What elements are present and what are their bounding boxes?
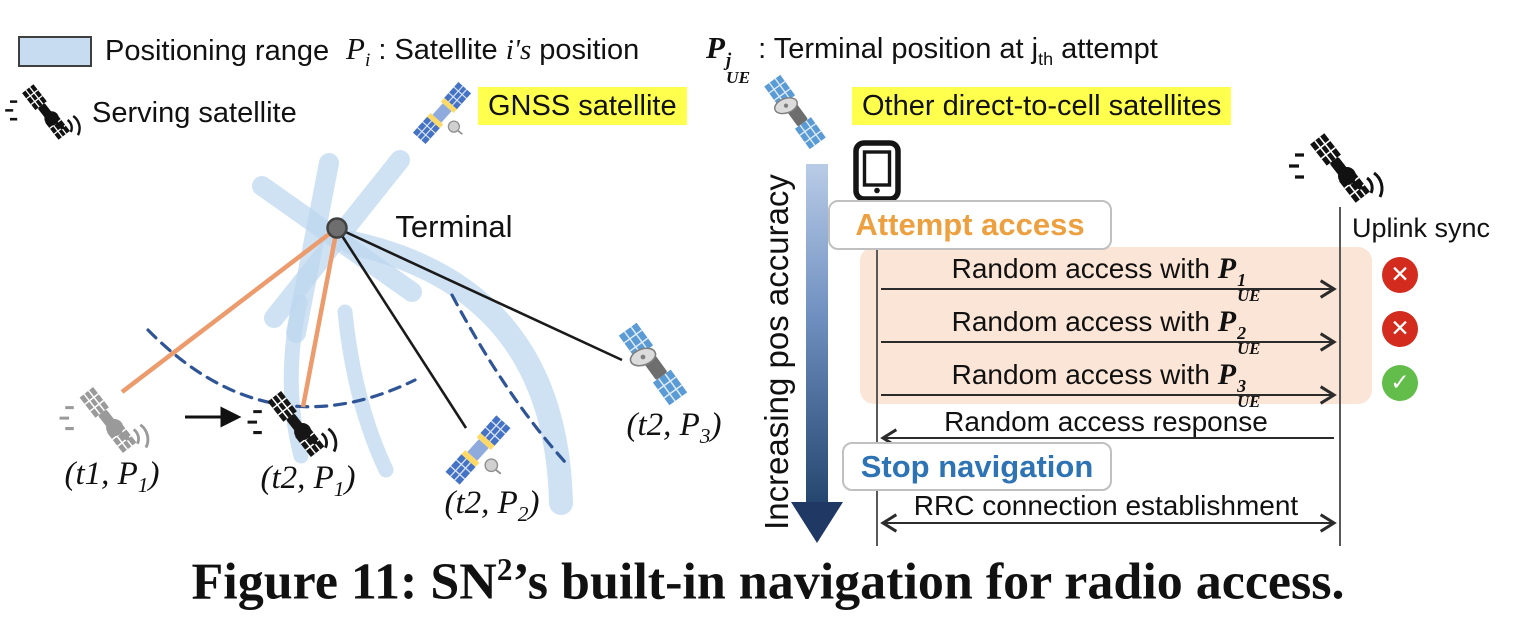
uplink-sync-fail-icon: ✕ — [1382, 311, 1418, 347]
uplink-sync-success-icon: ✓ — [1382, 365, 1418, 401]
positioning-range-swatch — [18, 36, 92, 67]
pos-accuracy-arrow-head — [791, 502, 843, 543]
uplink-sync-fail-icon: ✕ — [1382, 257, 1418, 293]
pos-accuracy-axis-label: Increasing pos accuracy — [758, 174, 795, 530]
satellite-label-t2-p2: (t2, P2) — [444, 485, 540, 526]
attempt-access-callout: Attempt access — [828, 200, 1112, 250]
legend-direct-to-cell-satellite-icon — [763, 74, 827, 150]
direct-to-cell-satellite-icon — [618, 321, 688, 407]
message-random-access-2: Random access with P 2 UE — [951, 305, 1261, 359]
message-random-access-1: Random access with P 1 UE — [951, 252, 1261, 306]
phone-icon — [853, 140, 901, 202]
random-access-response-label: Random access response — [944, 406, 1268, 437]
legend-positioning-range-label: Positioning range — [105, 35, 330, 67]
pi-symbol: Pi — [346, 31, 371, 72]
legend-serving-satellite-icon — [3, 82, 81, 142]
pos-accuracy-arrow-shaft — [806, 164, 828, 504]
legend-serving-satellite-label: Serving satellite — [92, 97, 297, 129]
stop-navigation-callout: Stop navigation — [842, 442, 1112, 491]
serving-links — [120, 226, 340, 408]
range-arcs — [146, 293, 567, 464]
sequence-serving-satellite-icon — [1287, 131, 1384, 205]
uplink-sync-label: Uplink sync — [1352, 213, 1491, 243]
satellite-label-t2-p1: (t2, P1) — [260, 460, 356, 501]
terminal-label: Terminal — [395, 209, 513, 244]
satellite-label-t2-p3: (t2, P3) — [626, 407, 722, 448]
other-links — [335, 226, 623, 429]
legend-satellite-position: Pi : Satellite i's position — [346, 31, 640, 72]
serving-satellite-t1-icon — [58, 385, 150, 455]
message-random-access-3: Random access with P 3 UE — [951, 358, 1261, 412]
attempt-group-panel — [860, 247, 1372, 404]
legend-other-satellites-label: Other direct-to-cell satellites — [852, 87, 1232, 125]
terminal-dot — [326, 217, 348, 239]
gnss-satellite-icon — [444, 414, 512, 486]
figure-caption: Figure 11: SN2’s built-in navigation for… — [191, 552, 1345, 611]
satellite-label-t1-p1: (t1, P1) — [64, 456, 160, 497]
rrc-connection-label: RRC connection establishment — [913, 490, 1299, 521]
legend-gnss-satellite-label: GNSS satellite — [478, 87, 687, 125]
message-arrows — [880, 279, 1337, 533]
legend-gnss-satellite-icon — [412, 81, 472, 145]
